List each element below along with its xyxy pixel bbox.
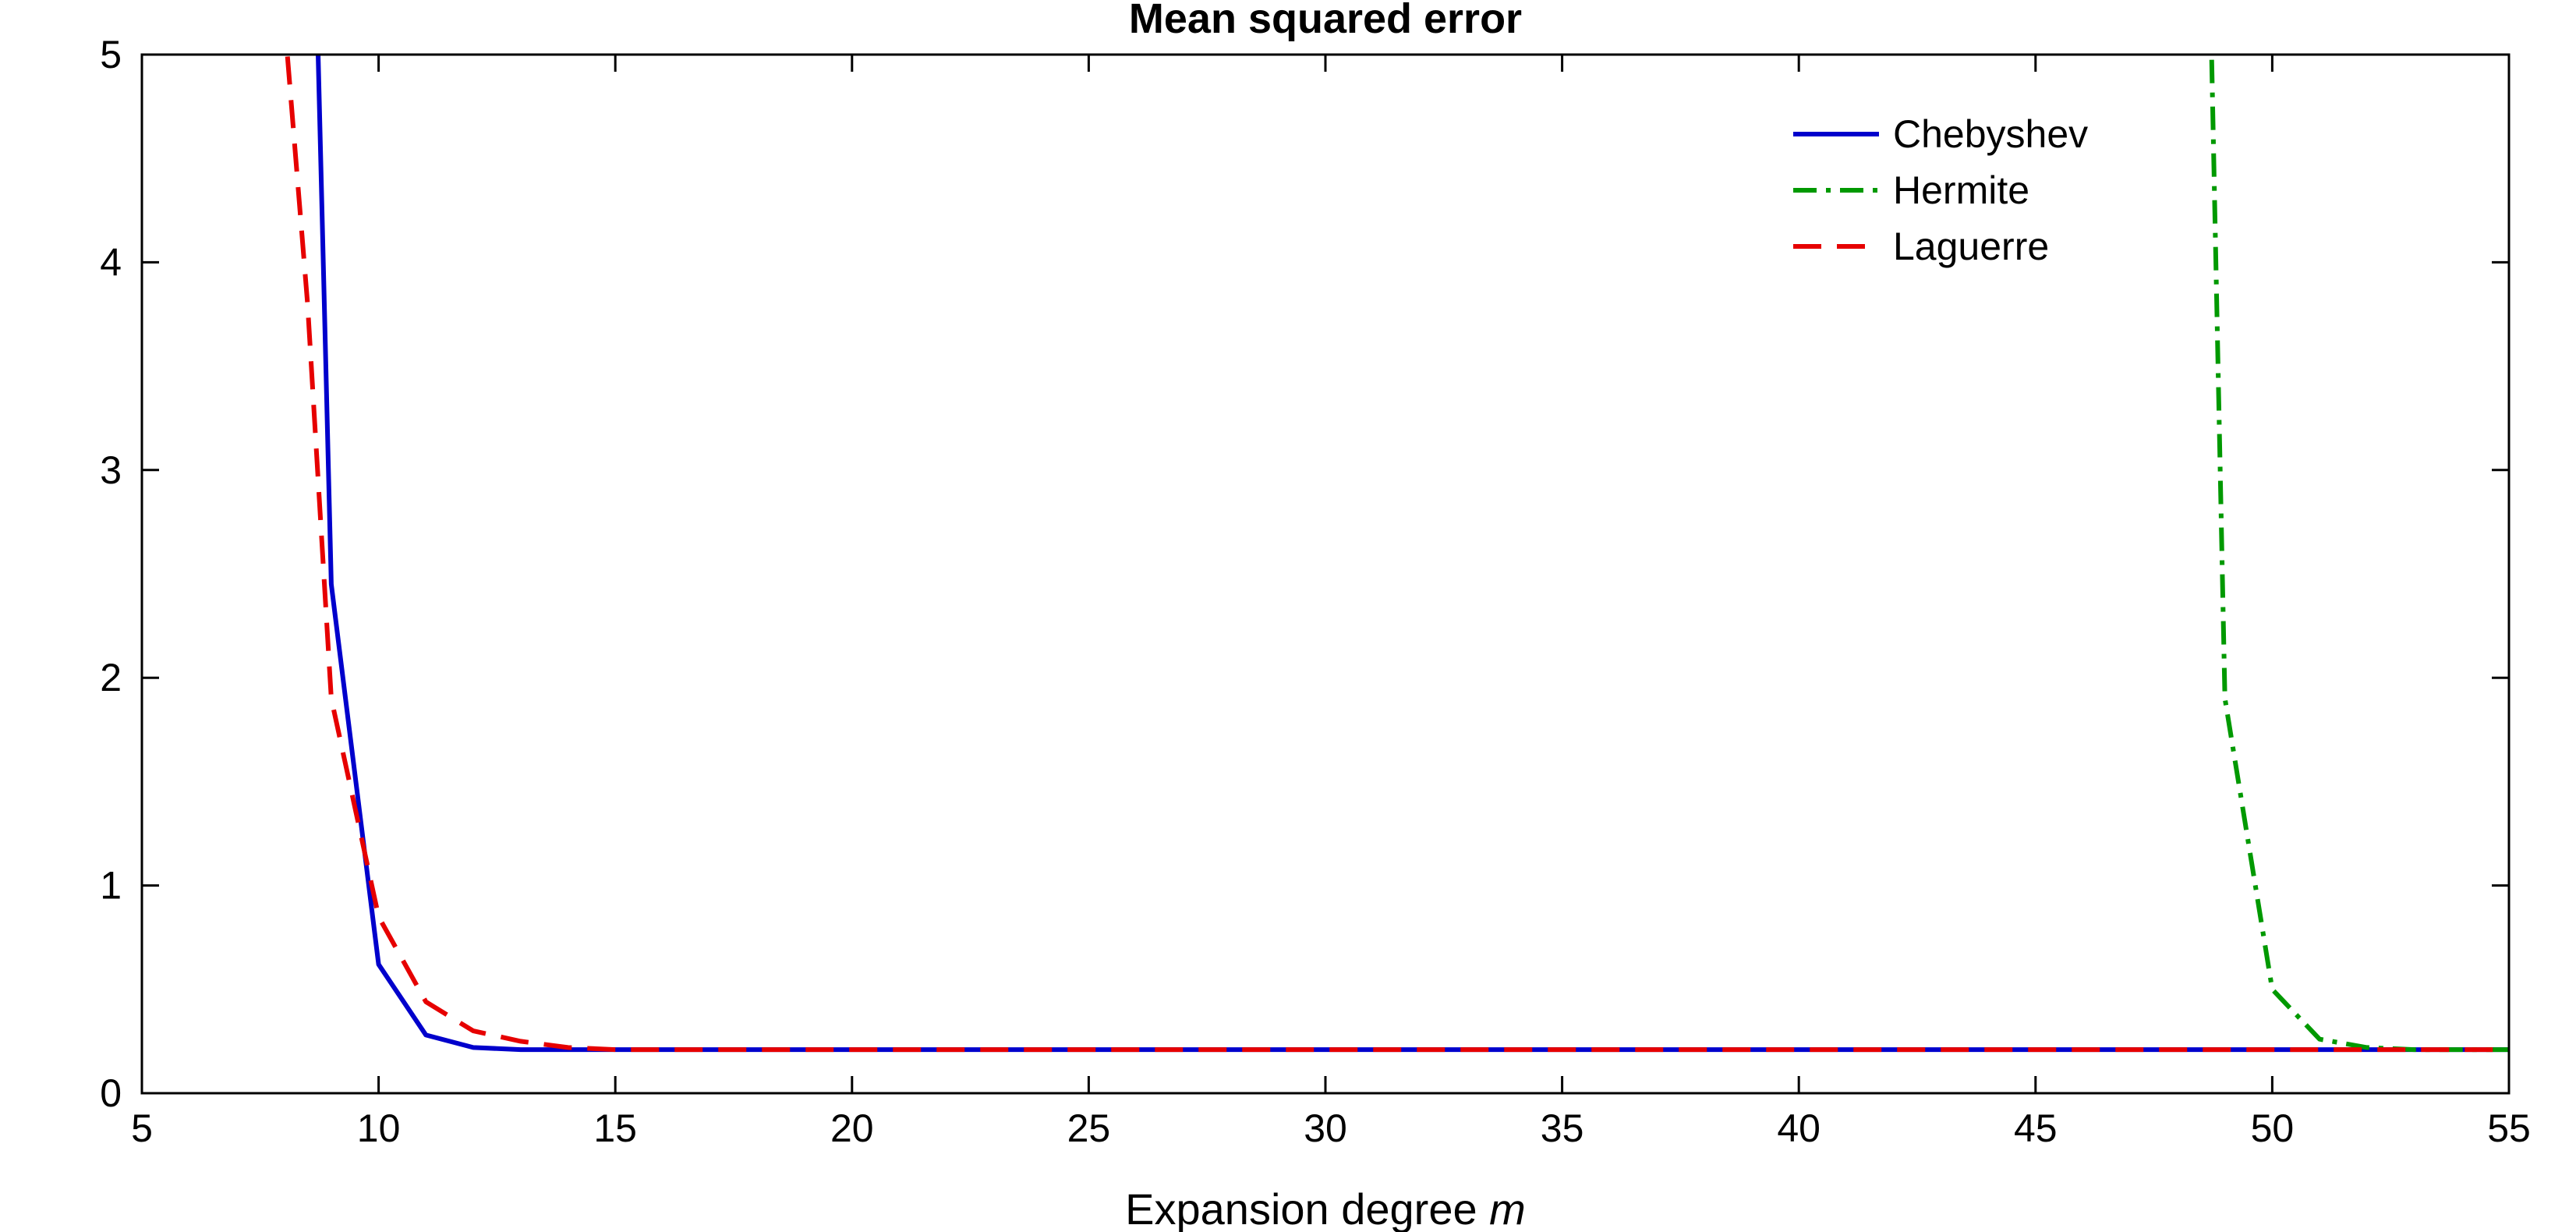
legend: Chebyshev Hermite Laguerre — [1793, 112, 2088, 268]
series-line-chebyshev — [316, 55, 2509, 1053]
legend-label-chebyshev: Chebyshev — [1893, 112, 2088, 156]
x-axis-label: Expansion degree m — [1125, 1184, 1526, 1232]
axis-ticks — [140, 53, 2511, 1095]
series-line-laguerre — [285, 55, 2509, 1053]
x-tick-label: 5 — [131, 1106, 153, 1150]
x-tick-label: 30 — [1304, 1106, 1347, 1150]
series-layer — [285, 55, 2509, 1053]
x-tick-label: 50 — [2251, 1106, 2295, 1150]
y-tick-label: 4 — [100, 240, 122, 284]
y-tick-label: 0 — [100, 1071, 122, 1115]
x-tick-label: 15 — [593, 1106, 637, 1150]
x-tick-label: 35 — [1541, 1106, 1584, 1150]
x-tick-label: 45 — [2014, 1106, 2058, 1150]
x-tick-label: 10 — [357, 1106, 401, 1150]
y-tick-label: 5 — [100, 33, 122, 76]
x-tick-label: 55 — [2487, 1106, 2531, 1150]
y-tick-label: 2 — [100, 656, 122, 699]
y-tick-label: 1 — [100, 864, 122, 908]
chart-title: Mean squared error — [1129, 0, 1522, 42]
plot-frame — [140, 53, 2511, 1095]
x-tick-label: 40 — [1777, 1106, 1821, 1150]
x-axis-label-variable: m — [1489, 1184, 1526, 1232]
x-tick-label: 25 — [1067, 1106, 1111, 1150]
legend-label-laguerre: Laguerre — [1893, 225, 2049, 268]
legend-label-hermite: Hermite — [1893, 168, 2029, 212]
x-tick-label: 20 — [830, 1106, 874, 1150]
series-line-hermite — [2209, 55, 2509, 1053]
x-axis-label-text: Expansion degree — [1125, 1184, 1489, 1232]
y-tick-label: 3 — [100, 448, 122, 492]
